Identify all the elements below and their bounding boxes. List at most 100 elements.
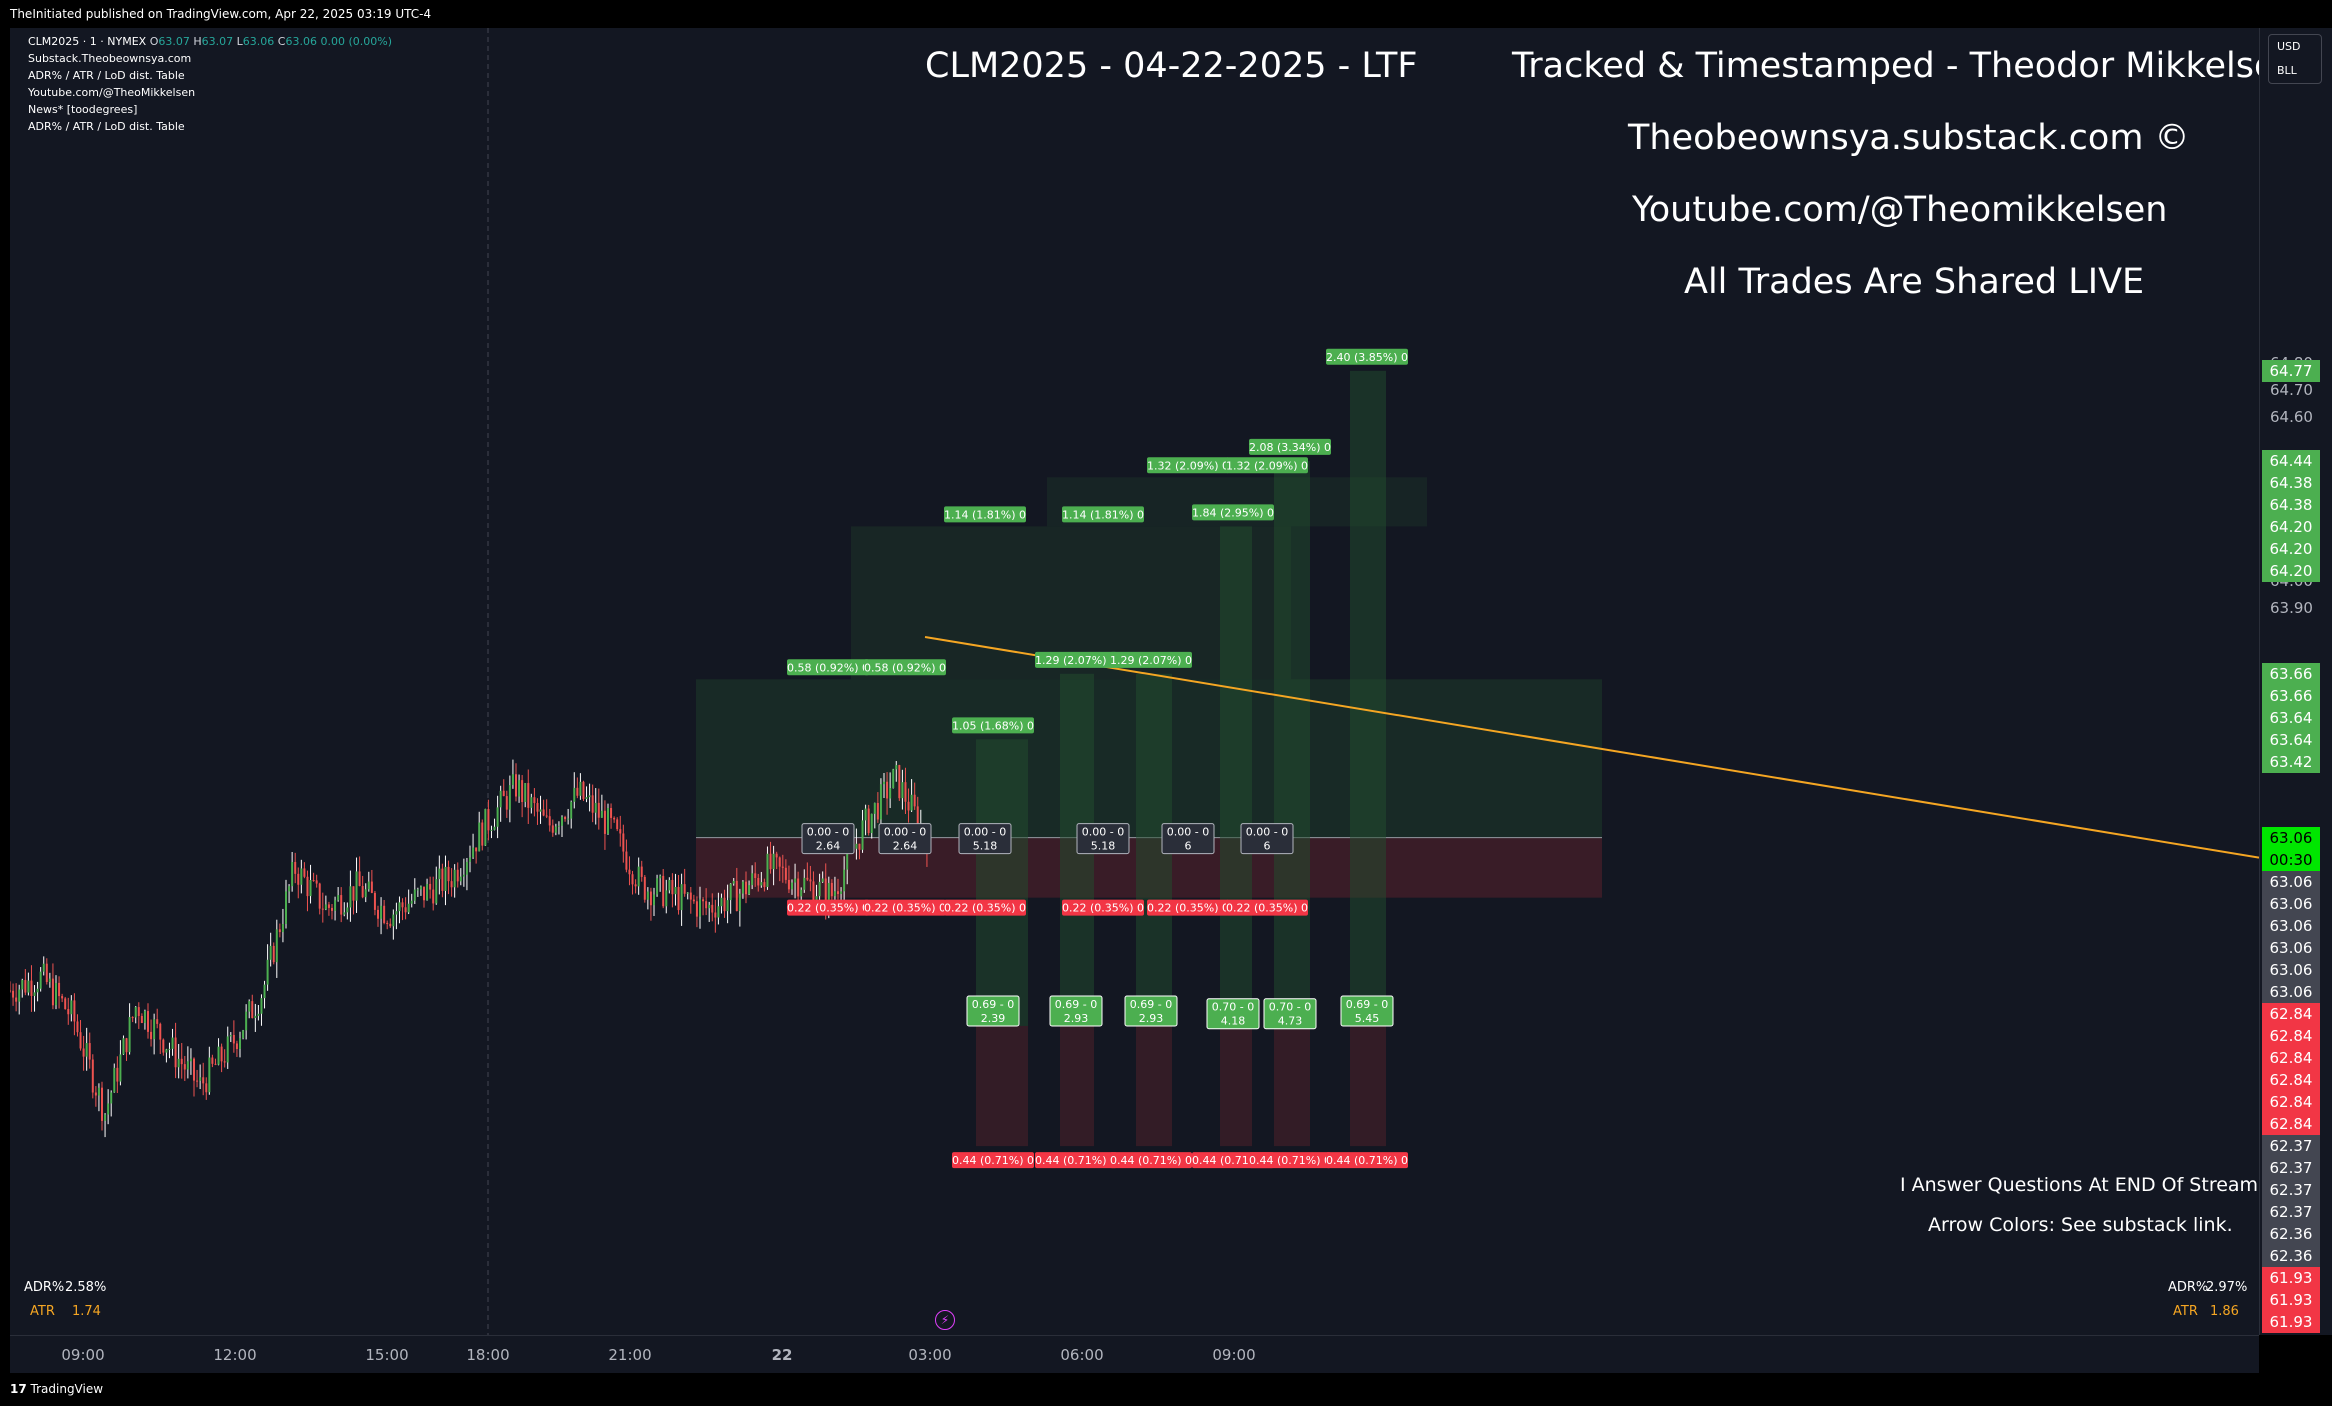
price-tag-profit: 64.38 [2262, 493, 2320, 516]
candle [113, 1063, 116, 1093]
candle [527, 769, 530, 824]
candle [85, 1027, 88, 1071]
candle [898, 764, 901, 801]
candle [656, 874, 659, 897]
svg-text:5.18: 5.18 [973, 840, 998, 853]
candle [217, 1038, 220, 1066]
currency-button[interactable]: USD BLL [2268, 34, 2322, 84]
indicator-adr-table-2[interactable]: ADR% / ATR / LoD dist. Table [28, 120, 185, 133]
target-label: 1.05 (1.68%) 0 [952, 717, 1034, 734]
svg-text:0.22 (0.35%) 0: 0.22 (0.35%) 0 [1226, 902, 1308, 915]
candle [196, 1069, 199, 1088]
candle [349, 870, 352, 922]
candle [318, 882, 321, 915]
price-tag-profit: 64.44 [2262, 449, 2320, 472]
candle [754, 862, 757, 887]
candle [281, 908, 284, 943]
candle [496, 795, 499, 839]
svg-text:2.64: 2.64 [816, 840, 841, 853]
candle [395, 902, 398, 930]
loss-zone [1060, 1025, 1094, 1147]
indicator-youtube[interactable]: Youtube.com/@TheoMikkelsen [28, 86, 196, 99]
candle [257, 1004, 260, 1021]
tracked-text: Tracked & Timestamped - Theodor Mikkelse… [1512, 46, 2298, 86]
currency-unit: BLL [2277, 64, 2297, 77]
price-tag-loss: 62.84 [2262, 1024, 2320, 1047]
candle [649, 887, 652, 921]
stop-label: 0.22 (0.35%) 0 [1062, 899, 1144, 916]
candle [285, 879, 287, 929]
candle [671, 873, 674, 908]
time-tick: 18:00 [466, 1346, 510, 1364]
indicator-substack[interactable]: Substack.Theobeownsya.com [28, 52, 192, 65]
candle [162, 1038, 165, 1056]
candle [15, 983, 18, 1012]
candle [741, 880, 744, 899]
candle [619, 815, 622, 847]
svg-text:0.69 - 0: 0.69 - 0 [1346, 998, 1388, 1011]
candle [499, 785, 502, 822]
candle [591, 784, 594, 823]
candle [677, 874, 680, 915]
price-plot[interactable]: 0.58 (0.92%) 00.22 (0.35%) 00.00 - 02.64… [10, 28, 2259, 1335]
adr-left-value: 2.58% [65, 1280, 107, 1295]
candle [646, 887, 649, 910]
candle [459, 868, 462, 886]
candle [61, 993, 64, 1003]
candle [889, 772, 892, 809]
svg-text:0.00 - 0: 0.00 - 0 [807, 826, 849, 839]
chart-pane[interactable]: 0.58 (0.92%) 0 0.22 (0.35%) 0 0.00 - 0 2.64… [10, 28, 2298, 1335]
profit-zone [976, 739, 1028, 1026]
candle [769, 841, 772, 874]
candle [97, 1083, 100, 1112]
youtube-text: Youtube.com/@Theomikkelsen [1632, 190, 2168, 230]
candle [343, 902, 346, 917]
candle [564, 815, 567, 822]
svg-text:2.93: 2.93 [1139, 1012, 1164, 1025]
price-tag-profit: 63.42 [2262, 750, 2320, 773]
candle [42, 956, 45, 976]
candle [579, 773, 582, 800]
candle [870, 813, 873, 839]
indicator-adr-table[interactable]: ADR% / ATR / LoD dist. Table [28, 69, 185, 82]
candle [502, 779, 505, 797]
candle [331, 903, 333, 920]
candle [729, 883, 732, 914]
candle [597, 788, 600, 830]
candle [392, 909, 395, 940]
candle [450, 868, 453, 897]
candle [760, 871, 763, 888]
candle [787, 865, 790, 894]
candle [453, 864, 456, 898]
svg-text:2.08 (3.34%) 0: 2.08 (3.34%) 0 [1249, 441, 1331, 454]
candle [266, 944, 269, 991]
candle [70, 995, 73, 1022]
candle [303, 862, 306, 879]
price-tag-profit: 63.66 [2262, 662, 2320, 685]
tradingview-logo[interactable]: 17 TradingView [10, 1382, 104, 1396]
candle [610, 803, 613, 829]
candle [472, 833, 475, 859]
candle [131, 1016, 134, 1023]
price-tag-entry: 62.37 [2262, 1156, 2320, 1179]
candle [358, 856, 361, 887]
candle [843, 856, 846, 901]
candle [637, 857, 640, 895]
candle [794, 863, 797, 899]
symbol-legend[interactable]: CLM2025 · 1 · NYMEX O63.07 H63.07 L63.06… [28, 35, 393, 48]
svg-text:1.29 (2.07%) 0: 1.29 (2.07%) 0 [1110, 654, 1192, 667]
symbol-name[interactable]: CLM2025 · 1 · NYMEX [28, 35, 147, 48]
svg-text:0.22 (0.35%) 0: 0.22 (0.35%) 0 [787, 902, 869, 915]
candle [171, 1028, 174, 1056]
price-tick: 64.60 [2270, 408, 2313, 427]
indicator-news[interactable]: News* [toodegrees] [28, 103, 138, 116]
atr-left-value: 1.74 [72, 1304, 101, 1319]
candle [193, 1057, 195, 1097]
candle [551, 819, 554, 837]
candle [536, 798, 539, 825]
candle [355, 857, 358, 913]
candle [334, 896, 337, 921]
lightning-icon[interactable]: ⚡ [935, 1310, 955, 1330]
time-scale[interactable]: 09:00 12:00 15:00 18:00 21:00 22 03:00 06:00 09:… [10, 1335, 2259, 1374]
candle [607, 803, 609, 835]
